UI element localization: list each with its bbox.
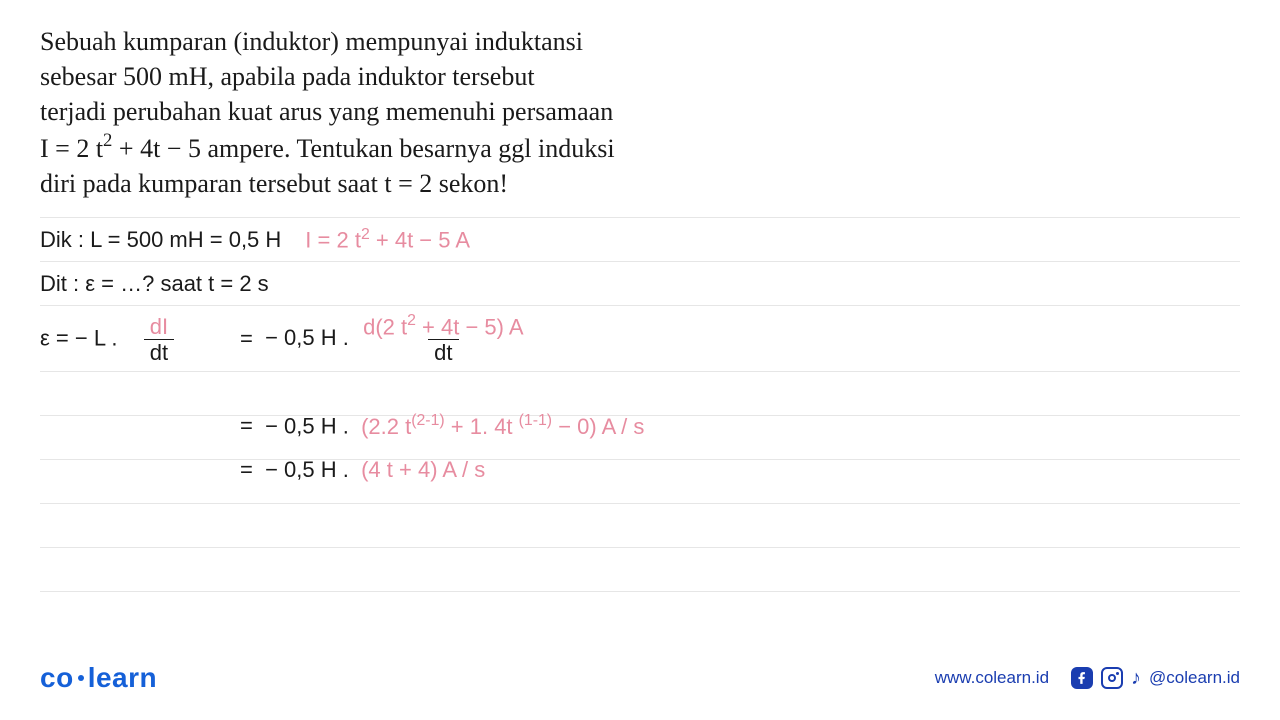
- solution-step-1: ε = − L . dI dt = − 0,5 H . d(2 t2 + 4t …: [40, 305, 1240, 371]
- rule-line: [40, 503, 1240, 504]
- social-links: ♪ @colearn.id: [1071, 667, 1240, 689]
- asked-label: Dit : ε = …? saat t = 2 s: [40, 271, 269, 297]
- given-L: Dik : L = 500 mH = 0,5 H: [40, 227, 281, 253]
- spacer: [40, 371, 1240, 403]
- footer: colearn www.colearn.id ♪ @colearn.id: [40, 662, 1240, 694]
- solution-step-3: = − 0,5 H . (4 t + 4) A / s: [40, 447, 1240, 491]
- problem-line-3: terjadi perubahan kuat arus yang memenuh…: [40, 97, 613, 126]
- footer-right: www.colearn.id ♪ @colearn.id: [935, 667, 1240, 689]
- rule-line: [40, 591, 1240, 592]
- rule-line: [40, 547, 1240, 548]
- problem-line-2: sebesar 500 mH, apabila pada induktor te…: [40, 62, 535, 91]
- website-url[interactable]: www.colearn.id: [935, 668, 1049, 688]
- social-handle[interactable]: @colearn.id: [1149, 668, 1240, 688]
- problem-line-1: Sebuah kumparan (induktor) mempunyai ind…: [40, 27, 583, 56]
- instagram-icon[interactable]: [1101, 667, 1123, 689]
- facebook-icon[interactable]: [1071, 667, 1093, 689]
- asked-line: Dit : ε = …? saat t = 2 s: [40, 261, 1240, 305]
- brand-logo: colearn: [40, 662, 157, 694]
- problem-statement: Sebuah kumparan (induktor) mempunyai ind…: [40, 24, 680, 201]
- problem-line-4: I = 2 t2 + 4t − 5 ampere. Tentukan besar…: [40, 134, 615, 163]
- fraction-dI-dt: dI dt: [144, 315, 174, 364]
- tiktok-icon[interactable]: ♪: [1131, 668, 1141, 688]
- lined-worksheet: Dik : L = 500 mH = 0,5 H I = 2 t2 + 4t −…: [40, 217, 1240, 491]
- fraction-derivative: d(2 t2 + 4t − 5) A dt: [361, 314, 525, 365]
- given-current: I = 2 t2 + 4t − 5 A: [305, 226, 470, 253]
- logo-dot-icon: [78, 675, 84, 681]
- given-line: Dik : L = 500 mH = 0,5 H I = 2 t2 + 4t −…: [40, 217, 1240, 261]
- problem-line-5: diri pada kumparan tersebut saat t = 2 s…: [40, 169, 508, 198]
- solution-step-2: = − 0,5 H . (2.2 t(2-1) + 1. 4t (1-1) − …: [40, 403, 1240, 447]
